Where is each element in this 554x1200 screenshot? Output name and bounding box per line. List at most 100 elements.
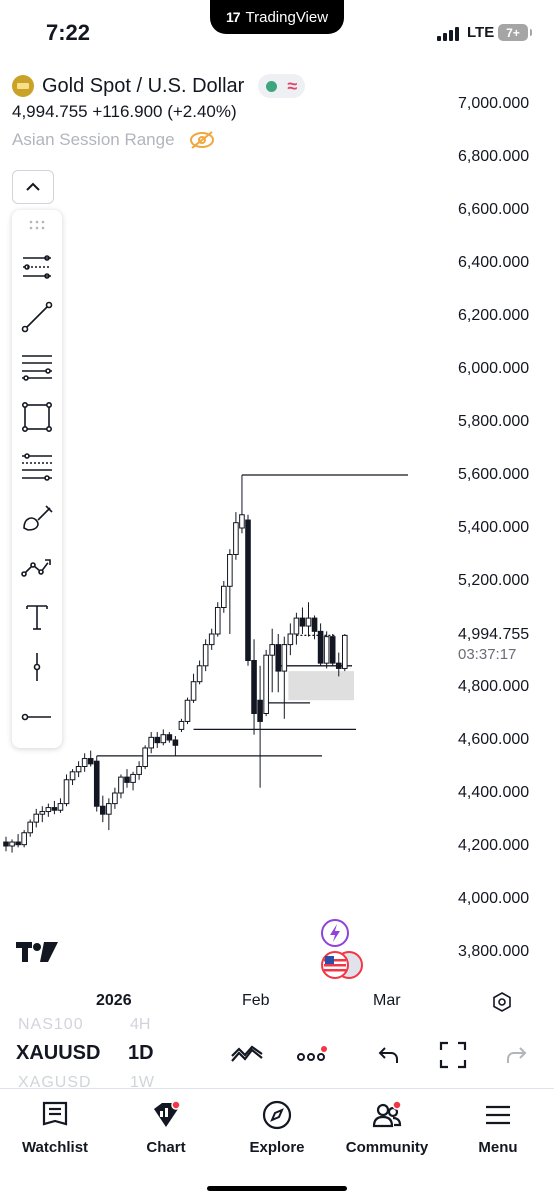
candle-body <box>233 522 239 556</box>
collapse-toolbar-button[interactable] <box>12 170 54 204</box>
candle-body <box>39 811 46 815</box>
symbol-prev[interactable]: NAS100 <box>18 1016 84 1033</box>
tab-watchlist[interactable]: Watchlist <box>0 1099 110 1156</box>
candle-body <box>100 805 106 815</box>
time-axis-label: 2026 <box>96 992 132 1009</box>
candle-body <box>329 636 336 664</box>
candle-body <box>178 720 185 730</box>
lightning-event-icon[interactable] <box>320 918 350 948</box>
indicators-button[interactable] <box>230 1038 264 1072</box>
candle-body <box>57 803 64 811</box>
parallel-channel-icon <box>22 355 52 381</box>
candle-body <box>136 766 142 775</box>
tab-explore[interactable]: Explore <box>222 1099 332 1156</box>
demand-zone <box>288 671 354 701</box>
gold-bar-icon <box>12 75 34 97</box>
more-options-button[interactable] <box>296 1038 330 1072</box>
trend-line-icon <box>21 301 53 333</box>
price-axis-label: 5,600.000 <box>458 466 530 483</box>
horizontal-ray-icon <box>21 713 51 721</box>
symbol-next[interactable]: XAGUSD <box>18 1074 92 1091</box>
candle-body <box>154 736 161 744</box>
us-flag-event-icon[interactable] <box>320 950 364 980</box>
tool-text[interactable] <box>20 600 54 634</box>
candle-body <box>27 821 33 834</box>
tab-chart[interactable]: Chart <box>111 1099 221 1156</box>
tab-label: Explore <box>249 1139 305 1156</box>
indicator-legend[interactable]: Asian Session Range <box>12 130 305 150</box>
app-pill[interactable]: 17 TradingView <box>210 0 344 34</box>
time-axis-label: Feb <box>242 992 270 1009</box>
candle-body <box>208 633 215 646</box>
tool-vertical-line[interactable] <box>20 650 54 684</box>
watchlist-icon <box>42 1101 68 1126</box>
brush-icon <box>23 505 53 531</box>
candle-body <box>166 734 173 741</box>
fullscreen-button[interactable] <box>436 1038 470 1072</box>
price-axis-label: 5,200.000 <box>458 572 530 589</box>
eye-off-icon[interactable] <box>189 130 215 150</box>
indicator-name[interactable]: Asian Session Range <box>12 130 175 149</box>
redo-icon <box>507 1047 527 1063</box>
candle-body <box>130 773 136 783</box>
tool-rectangle[interactable] <box>20 400 54 434</box>
price-axis-label: 4,000.000 <box>458 890 530 907</box>
symbol-title[interactable]: Gold Spot / U.S. Dollar <box>42 74 245 97</box>
symbol-selector[interactable]: XAUUSD <box>16 1042 101 1064</box>
undo-button[interactable] <box>371 1038 405 1072</box>
path-icon <box>21 559 51 577</box>
price-chart[interactable] <box>0 64 440 984</box>
tool-parallel-channel[interactable] <box>20 350 54 384</box>
more-dots-icon <box>297 1046 327 1061</box>
candle-body <box>93 760 100 807</box>
tool-brush[interactable] <box>20 500 54 534</box>
candle-body <box>281 644 288 672</box>
candle-body <box>63 779 70 805</box>
tool-horizontal-ray[interactable] <box>20 700 54 734</box>
chart-icon <box>154 1100 181 1127</box>
interval-prev[interactable]: 4H <box>130 1016 151 1033</box>
tab-community[interactable]: Community <box>332 1099 442 1156</box>
candle-body <box>275 644 282 672</box>
battery-icon: 7+ <box>498 24 532 41</box>
cellular-signal-icon <box>437 27 459 41</box>
candle-body <box>45 807 52 813</box>
price-axis-label: 5,400.000 <box>458 519 530 536</box>
price-axis-label: 4,800.000 <box>458 678 530 695</box>
status-time: 7:22 <box>46 20 91 45</box>
candle-body <box>81 758 88 767</box>
chevron-up-icon <box>26 182 40 191</box>
vertical-line-icon <box>33 653 41 681</box>
tradingview-watermark-icon <box>16 942 58 962</box>
tool-trend-line[interactable] <box>20 300 54 334</box>
candle-body <box>190 681 197 701</box>
price-axis-label: 6,800.000 <box>458 148 530 165</box>
price-change: +116.900 (+2.40%) <box>92 102 237 121</box>
price-axis-label: 7,000.000 <box>458 95 530 112</box>
candle-body <box>160 734 167 744</box>
tool-path[interactable] <box>20 550 54 584</box>
interval-next[interactable]: 1W <box>130 1074 154 1091</box>
interval-selector[interactable]: 1D <box>128 1042 154 1064</box>
candle-body <box>124 776 130 783</box>
market-status-pill[interactable]: ≈ <box>258 74 306 98</box>
candle-body <box>3 841 9 847</box>
home-indicator <box>207 1186 347 1191</box>
tab-label: Watchlist <box>21 1139 89 1156</box>
candle-body <box>87 758 94 765</box>
candle-body <box>287 633 294 646</box>
tab-menu[interactable]: Menu <box>443 1099 553 1156</box>
tool-cross-line[interactable] <box>20 250 54 284</box>
candle-body <box>299 617 306 627</box>
tabbar-divider <box>0 1088 554 1089</box>
menu-icon <box>486 1105 510 1125</box>
drag-handle-icon[interactable] <box>29 220 45 230</box>
candle-body <box>221 585 227 608</box>
price-axis-label: 6,600.000 <box>458 201 530 218</box>
redo-button[interactable] <box>500 1038 534 1072</box>
indicators-icon <box>231 1045 263 1062</box>
cross-line-icon <box>23 255 51 279</box>
tool-fib-retracement[interactable] <box>20 450 54 484</box>
fullscreen-icon <box>439 1041 467 1069</box>
hexagon-settings-icon[interactable] <box>492 992 512 1012</box>
